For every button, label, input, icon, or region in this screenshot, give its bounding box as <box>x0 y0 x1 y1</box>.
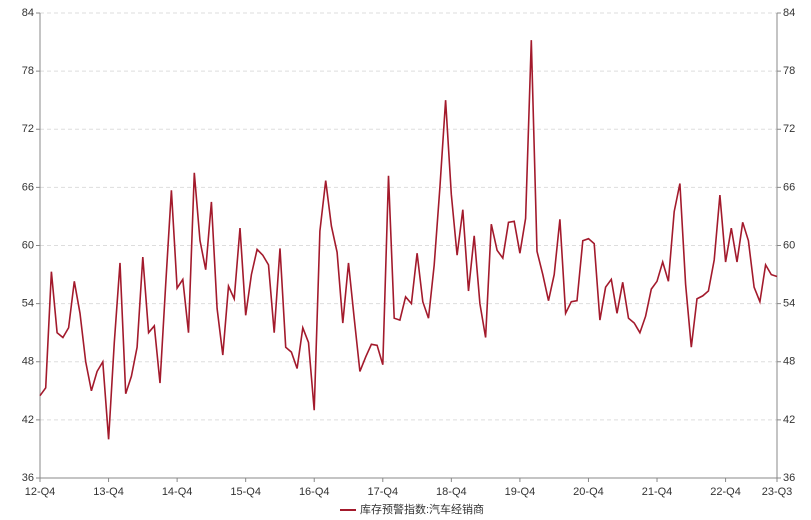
y2-tick-label: 72 <box>783 123 795 135</box>
y-tick-label: 54 <box>22 298 34 310</box>
y2-tick-label: 48 <box>783 356 795 368</box>
y2-tick-label: 36 <box>783 472 795 484</box>
x-tick-label: 23-Q3 <box>762 486 793 498</box>
x-tick-label: 17-Q4 <box>368 486 399 498</box>
x-tick-label: 20-Q4 <box>573 486 604 498</box>
x-tick-label: 16-Q4 <box>299 486 330 498</box>
y2-tick-label: 42 <box>783 414 795 426</box>
x-tick-label: 18-Q4 <box>436 486 467 498</box>
x-tick-label: 13-Q4 <box>93 486 124 498</box>
x-tick-label: 22-Q4 <box>710 486 741 498</box>
y2-tick-label: 78 <box>783 65 795 77</box>
y2-tick-label: 60 <box>783 239 795 251</box>
y-tick-label: 42 <box>22 414 34 426</box>
y-tick-label: 66 <box>22 181 34 193</box>
series-line <box>39 40 778 440</box>
y-tick-label: 78 <box>22 65 34 77</box>
y-tick-label: 72 <box>22 123 34 135</box>
y2-tick-label: 66 <box>783 181 795 193</box>
legend-label: 库存预警指数:汽车经销商 <box>360 502 484 516</box>
y-tick-label: 60 <box>22 239 34 251</box>
x-tick-label: 15-Q4 <box>230 486 261 498</box>
x-tick-label: 12-Q4 <box>25 486 56 498</box>
y-tick-label: 48 <box>22 356 34 368</box>
x-tick-label: 19-Q4 <box>505 486 536 498</box>
y-tick-label: 36 <box>22 472 34 484</box>
y2-tick-label: 84 <box>783 7 795 19</box>
y2-tick-label: 54 <box>783 298 795 310</box>
x-tick-label: 14-Q4 <box>162 486 193 498</box>
x-tick-label: 21-Q4 <box>642 486 673 498</box>
y-tick-label: 84 <box>22 7 34 19</box>
